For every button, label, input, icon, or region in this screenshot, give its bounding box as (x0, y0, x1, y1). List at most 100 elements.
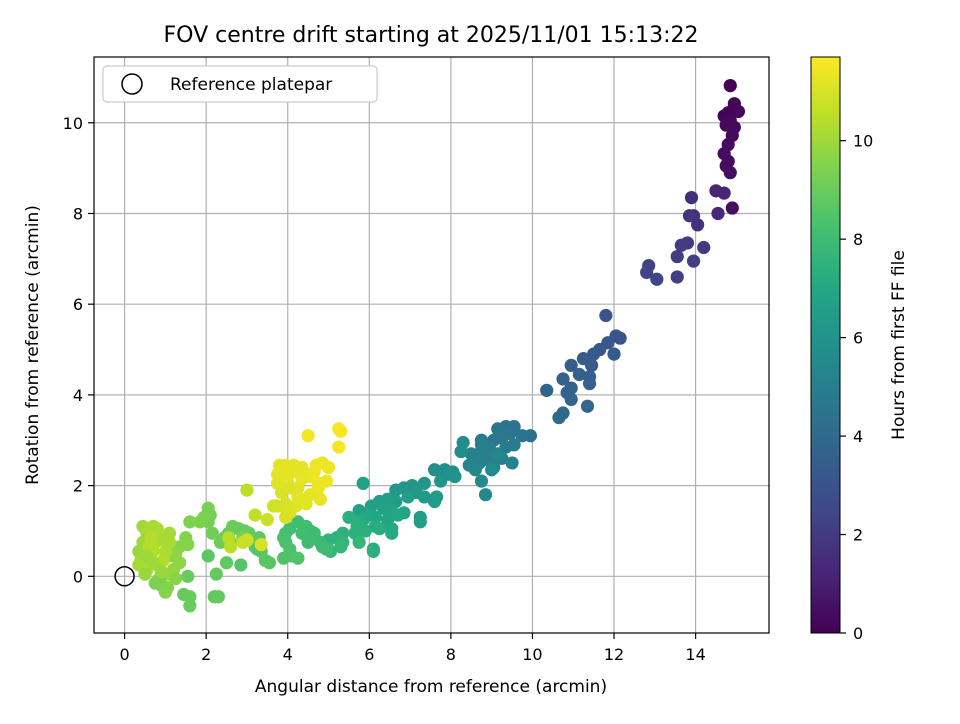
scatter-point (366, 544, 380, 558)
scatter-point (468, 463, 482, 477)
legend: Reference platepar (102, 65, 378, 103)
scatter-point (248, 508, 262, 522)
scatter-point (674, 238, 688, 252)
colorbar: 0 2 4 6 8 10 Hours from first FF file (810, 56, 909, 643)
y-tick-label: 2 (73, 477, 83, 496)
scatter-point (183, 590, 197, 604)
scatter-point (670, 249, 684, 264)
scatter-point (148, 576, 162, 590)
scatter-point (725, 201, 739, 215)
scatter-point (295, 526, 309, 540)
x-tick-label: 2 (201, 645, 211, 664)
scatter-point (686, 254, 701, 268)
axis-ticks: 0 2 4 6 8 10 12 14 0 2 4 6 8 10 (63, 114, 706, 664)
scatter-point (183, 599, 197, 613)
chart-title: FOV centre drift starting at 2025/11/01 … (164, 23, 699, 48)
scatter-point (731, 104, 746, 119)
scatter-point (205, 526, 219, 540)
scatter-point (691, 218, 705, 232)
colorbar-tick-label: 4 (853, 427, 863, 446)
scatter-point (582, 376, 597, 391)
scatter-point (599, 308, 613, 323)
legend-marker-reference (121, 73, 143, 95)
scatter-point (319, 474, 334, 488)
colorbar-tick-label: 6 (853, 329, 863, 348)
scatter-point (485, 463, 499, 477)
x-tick-label: 6 (364, 645, 374, 664)
scatter-point (350, 519, 364, 534)
x-axis-label: Angular distance from reference (arcmin) (255, 677, 607, 697)
y-tick-label: 4 (73, 386, 83, 405)
scatter-point (236, 535, 250, 549)
scatter-point (580, 399, 595, 413)
scatter-point (448, 469, 462, 484)
scatter-point (309, 458, 323, 472)
y-axis-label: Rotation from reference (arcmin) (23, 205, 43, 485)
scatter-point (478, 488, 493, 502)
scatter-point (434, 474, 448, 488)
scatter-point (613, 331, 627, 345)
scatter-point (352, 535, 366, 549)
scatter-point (334, 424, 348, 438)
scatter-point (260, 513, 274, 527)
scatter-point (723, 78, 737, 93)
scatter-point (391, 508, 405, 522)
scatter-point (224, 540, 238, 554)
scatter-point (505, 456, 519, 470)
scatter-point (427, 463, 442, 477)
scatter-point (193, 515, 207, 529)
x-tick-label: 4 (283, 645, 293, 664)
scatter-point (181, 569, 195, 583)
y-tick-label: 10 (63, 114, 83, 133)
scatter-point (281, 469, 295, 484)
scatter-point (491, 447, 505, 461)
scatter-point (464, 447, 478, 461)
colorbar-tick-label: 8 (853, 230, 863, 249)
scatter-point (650, 272, 664, 286)
scatter-point (279, 510, 293, 524)
x-tick-label: 14 (685, 645, 705, 664)
y-tick-label: 6 (73, 295, 83, 314)
scatter-point (697, 240, 711, 255)
scatter-point (556, 372, 570, 386)
scatter-point (138, 567, 152, 581)
x-tick-label: 0 (119, 645, 129, 664)
scatter-point (277, 551, 291, 565)
scatter-point (670, 270, 684, 284)
scatter-point (291, 551, 305, 565)
scatter-point (262, 556, 276, 570)
reference-platepar-marker (114, 566, 135, 587)
scatter-point (368, 519, 383, 534)
scatter-point (270, 499, 285, 513)
scatter-point (291, 490, 305, 504)
grid (94, 57, 769, 633)
scatter-point (564, 358, 578, 373)
scatter-point (540, 383, 554, 397)
scatter-point (154, 565, 168, 579)
scatter-point (454, 444, 468, 459)
scatter-point (183, 515, 197, 529)
data-points (114, 78, 746, 613)
scatter-point (211, 590, 225, 604)
scatter-point (607, 347, 621, 361)
scatter-point (401, 490, 415, 504)
colorbar-ticks: 0 2 4 6 8 10 (840, 132, 873, 643)
scatter-point (234, 558, 248, 572)
scatter-point (427, 494, 442, 509)
scatter-point (313, 492, 327, 506)
scatter-point (711, 206, 725, 221)
scatter-point (474, 474, 489, 488)
scatter-point (162, 526, 177, 540)
scatter-point (587, 347, 601, 361)
x-tick-label: 8 (446, 645, 456, 664)
scatter-point (144, 531, 158, 545)
legend-label-reference: Reference platepar (170, 75, 332, 95)
scatter-point (552, 410, 566, 425)
y-tick-label: 8 (73, 204, 83, 223)
scatter-point (417, 476, 431, 490)
scatter-point (168, 571, 183, 586)
scatter-point (356, 476, 370, 490)
scatter-point (209, 567, 223, 581)
